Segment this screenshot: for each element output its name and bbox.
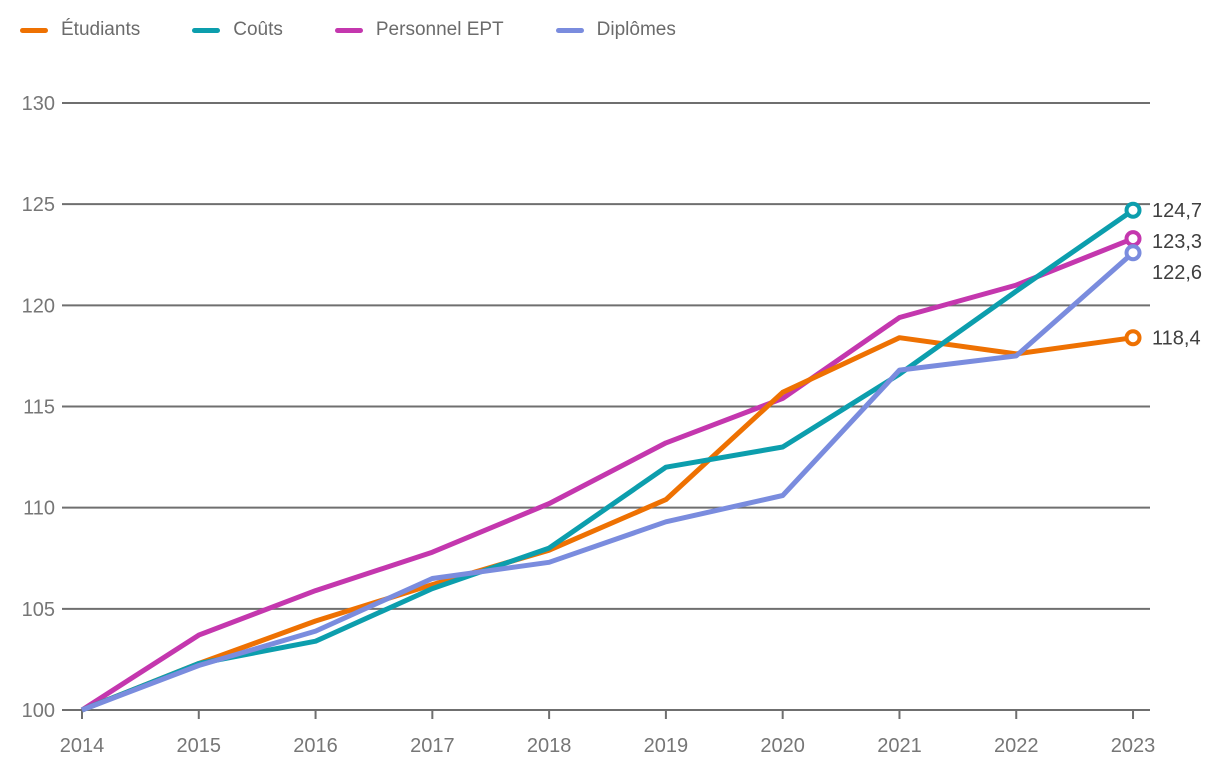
legend-item-etudiants[interactable]: Étudiants <box>20 18 140 42</box>
x-tick-label-2021: 2021 <box>877 735 922 757</box>
end-value-label-couts: 124,7 <box>1152 200 1202 222</box>
series-line-couts <box>81 208 1135 713</box>
x-tick-label-2018: 2018 <box>527 735 572 757</box>
y-tick-label-105: 105 <box>22 599 55 621</box>
legend-swatch-etudiants <box>20 27 48 33</box>
chart-legend: Étudiants Coûts Personnel EPT Diplômes <box>20 18 676 42</box>
legend-label-personnel-ept: Personnel EPT <box>375 19 504 40</box>
legend-label-diplomes: Diplômes <box>596 19 676 40</box>
legend-item-couts[interactable]: Coûts <box>192 18 283 42</box>
end-marker-diplomes <box>1124 244 1142 262</box>
x-tick-label-2015: 2015 <box>177 735 222 757</box>
end-value-label-diplomes: 122,6 <box>1152 262 1202 284</box>
series-line-etudiants <box>81 335 1134 713</box>
x-tick-label-2014: 2014 <box>60 735 105 757</box>
x-tick-label-2023: 2023 <box>1111 735 1156 757</box>
legend-swatch-personnel-ept <box>334 27 363 33</box>
end-marker-personnel-ept <box>1124 230 1142 248</box>
x-tick-label-2016: 2016 <box>293 735 338 757</box>
legend-label-etudiants: Étudiants <box>61 19 141 40</box>
x-tick-label-2022: 2022 <box>994 735 1039 757</box>
legend-item-personnel-ept[interactable]: Personnel EPT <box>334 18 504 42</box>
y-tick-label-130: 130 <box>22 93 55 115</box>
legend-label-couts: Coûts <box>233 19 283 40</box>
x-tick-label-2017: 2017 <box>410 735 455 757</box>
y-tick-label-125: 125 <box>22 194 55 216</box>
legend-item-diplomes[interactable]: Diplômes <box>555 18 676 42</box>
end-value-label-etudiants: 118,4 <box>1152 328 1201 350</box>
y-tick-label-100: 100 <box>22 700 55 722</box>
series-line-diplomes <box>81 250 1135 713</box>
y-tick-label-110: 110 <box>23 498 55 520</box>
end-marker-couts <box>1124 201 1142 219</box>
legend-swatch-couts <box>192 27 221 33</box>
x-tick-label-2020: 2020 <box>760 735 805 757</box>
end-marker-etudiants <box>1124 329 1142 347</box>
end-value-label-personnel-ept: 123,3 <box>1152 231 1202 253</box>
x-tick-label-2019: 2019 <box>644 735 689 757</box>
y-tick-label-115: 115 <box>23 397 55 419</box>
series-line-personnel-ept <box>80 236 1134 713</box>
legend-swatch-diplomes <box>555 27 584 33</box>
y-tick-label-120: 120 <box>22 295 55 317</box>
